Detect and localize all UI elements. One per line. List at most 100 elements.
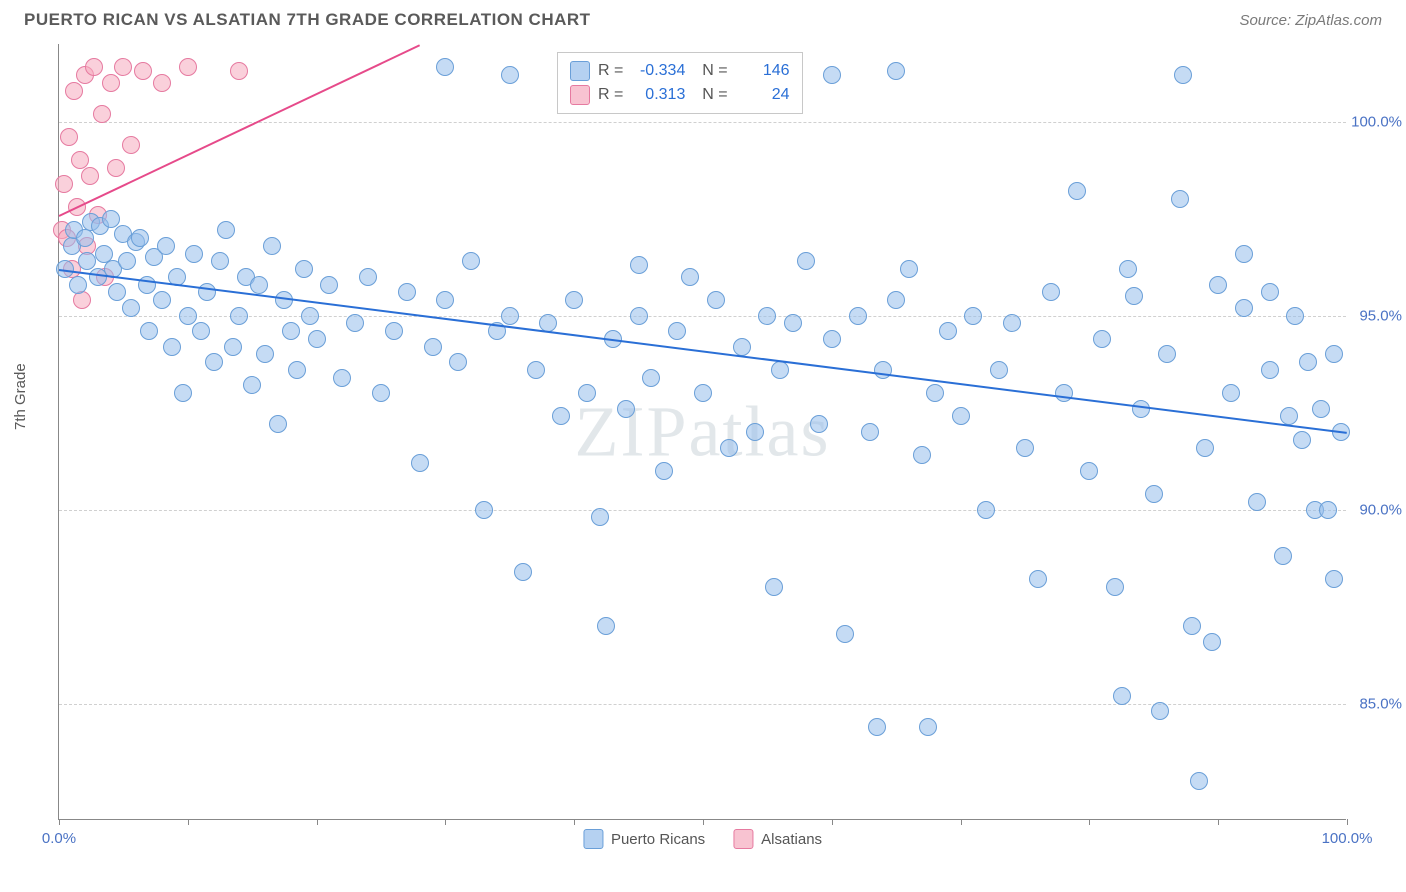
y-axis-label: 7th Grade xyxy=(12,363,29,430)
data-point xyxy=(887,291,905,309)
data-point xyxy=(823,330,841,348)
data-point xyxy=(1055,384,1073,402)
data-point xyxy=(1093,330,1111,348)
data-point xyxy=(1261,283,1279,301)
data-point xyxy=(179,58,197,76)
data-point xyxy=(102,210,120,228)
data-point xyxy=(282,322,300,340)
data-point xyxy=(230,62,248,80)
data-point xyxy=(1286,307,1304,325)
data-point xyxy=(157,237,175,255)
x-tick xyxy=(59,819,60,825)
stat-n-value: 24 xyxy=(736,86,790,104)
data-point xyxy=(217,221,235,239)
watermark: ZIPatlas xyxy=(575,390,831,473)
data-point xyxy=(1171,190,1189,208)
data-point xyxy=(1113,687,1131,705)
legend: Puerto Ricans Alsatians xyxy=(583,829,822,849)
data-point xyxy=(163,338,181,356)
stats-row: R =-0.334 N =146 xyxy=(570,59,790,83)
legend-label: Alsatians xyxy=(761,831,822,848)
data-point xyxy=(1003,314,1021,332)
data-point xyxy=(939,322,957,340)
legend-label: Puerto Ricans xyxy=(611,831,705,848)
x-tick-label: 0.0% xyxy=(42,830,76,847)
data-point xyxy=(1158,345,1176,363)
data-point xyxy=(411,454,429,472)
data-point xyxy=(243,376,261,394)
data-point xyxy=(810,415,828,433)
data-point xyxy=(224,338,242,356)
x-tick xyxy=(961,819,962,825)
data-point xyxy=(138,276,156,294)
data-point xyxy=(1261,361,1279,379)
data-point xyxy=(308,330,326,348)
data-point xyxy=(655,462,673,480)
legend-swatch xyxy=(583,829,603,849)
data-point xyxy=(919,718,937,736)
data-point xyxy=(1042,283,1060,301)
data-point xyxy=(462,252,480,270)
data-point xyxy=(668,322,686,340)
data-point xyxy=(887,62,905,80)
data-point xyxy=(868,718,886,736)
data-point xyxy=(81,167,99,185)
data-point xyxy=(205,353,223,371)
data-point xyxy=(359,268,377,286)
y-tick-label: 95.0% xyxy=(1359,307,1402,324)
data-point xyxy=(93,105,111,123)
legend-swatch xyxy=(570,85,590,105)
data-point xyxy=(578,384,596,402)
data-point xyxy=(617,400,635,418)
data-point xyxy=(295,260,313,278)
gridline xyxy=(59,510,1346,511)
data-point xyxy=(733,338,751,356)
x-tick-label: 100.0% xyxy=(1322,830,1373,847)
data-point xyxy=(174,384,192,402)
x-tick xyxy=(188,819,189,825)
source-label: Source: ZipAtlas.com xyxy=(1239,12,1382,29)
y-tick-label: 100.0% xyxy=(1351,113,1402,130)
data-point xyxy=(591,508,609,526)
data-point xyxy=(1248,493,1266,511)
x-tick xyxy=(703,819,704,825)
data-point xyxy=(1299,353,1317,371)
data-point xyxy=(263,237,281,255)
data-point xyxy=(449,353,467,371)
x-tick xyxy=(832,819,833,825)
data-point xyxy=(797,252,815,270)
data-point xyxy=(694,384,712,402)
data-point xyxy=(269,415,287,433)
data-point xyxy=(250,276,268,294)
data-point xyxy=(185,245,203,263)
data-point xyxy=(424,338,442,356)
data-point xyxy=(301,307,319,325)
data-point xyxy=(913,446,931,464)
data-point xyxy=(849,307,867,325)
data-point xyxy=(952,407,970,425)
data-point xyxy=(1274,547,1292,565)
stat-n-value: 146 xyxy=(736,62,790,80)
data-point xyxy=(1319,501,1337,519)
data-point xyxy=(565,291,583,309)
data-point xyxy=(102,74,120,92)
data-point xyxy=(642,369,660,387)
data-point xyxy=(746,423,764,441)
data-point xyxy=(1325,570,1343,588)
data-point xyxy=(60,128,78,146)
data-point xyxy=(1151,702,1169,720)
data-point xyxy=(1325,345,1343,363)
data-point xyxy=(122,136,140,154)
legend-swatch xyxy=(733,829,753,849)
data-point xyxy=(1080,462,1098,480)
data-point xyxy=(69,276,87,294)
data-point xyxy=(977,501,995,519)
data-point xyxy=(256,345,274,363)
legend-item: Puerto Ricans xyxy=(583,829,705,849)
data-point xyxy=(552,407,570,425)
data-point xyxy=(926,384,944,402)
data-point xyxy=(784,314,802,332)
data-point xyxy=(153,291,171,309)
stat-n-label: N = xyxy=(693,86,727,104)
data-point xyxy=(1312,400,1330,418)
